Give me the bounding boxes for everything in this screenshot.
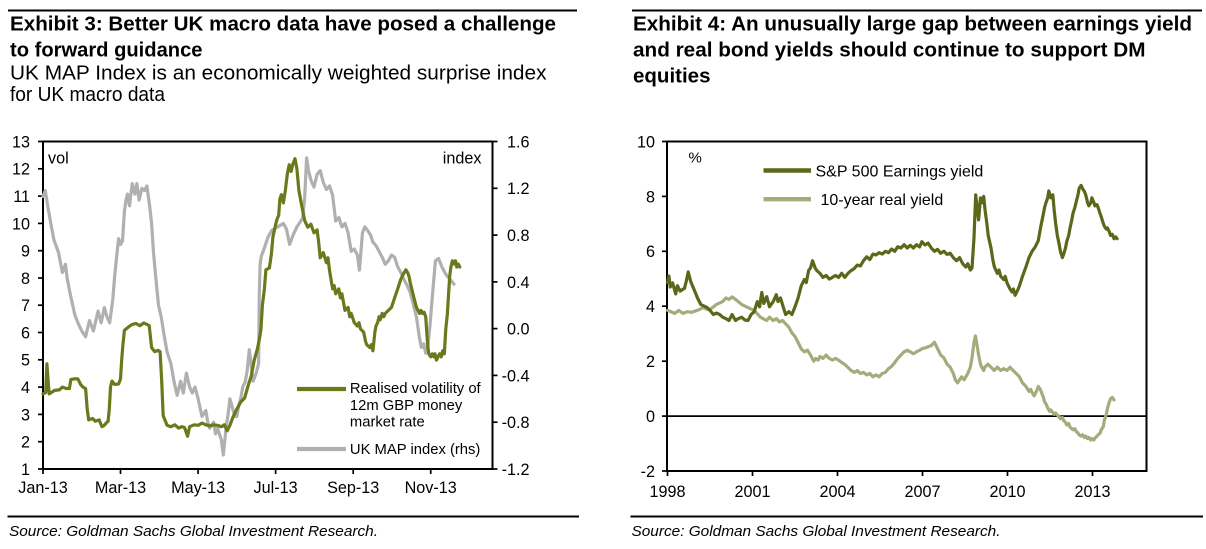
svg-text:2: 2 [21,434,30,452]
svg-text:UK MAP index (rhs): UK MAP index (rhs) [350,442,481,458]
svg-text:2007: 2007 [904,483,940,501]
svg-text:index: index [443,150,482,168]
svg-text:7: 7 [21,297,30,315]
svg-text:4: 4 [21,379,30,397]
svg-text:12m GBP money: 12m GBP money [350,398,463,414]
svg-text:May-13: May-13 [171,479,225,497]
svg-text:and real bond yields should co: and real bond yields should continue to … [633,40,1146,62]
svg-text:Exhibit 4: An unusually large: Exhibit 4: An unusually large gap betwee… [633,13,1192,35]
svg-text:10: 10 [12,215,30,233]
svg-text:for UK macro data: for UK macro data [10,84,166,106]
svg-text:8: 8 [646,188,655,206]
svg-text:2004: 2004 [819,483,855,501]
svg-text:0.0: 0.0 [507,321,530,339]
svg-text:8: 8 [21,270,30,288]
svg-text:UK MAP Index is an economicall: UK MAP Index is an economically weighted… [10,63,547,85]
svg-text:5: 5 [21,352,30,370]
svg-text:Sep-13: Sep-13 [327,479,379,497]
svg-text:-0.8: -0.8 [502,414,530,432]
svg-text:vol: vol [48,150,69,168]
svg-text:equities: equities [633,65,711,87]
svg-text:6: 6 [21,324,30,342]
svg-text:%: % [689,150,702,167]
svg-text:Nov-13: Nov-13 [405,479,457,497]
svg-text:11: 11 [13,188,30,206]
svg-text:market rate: market rate [350,414,425,430]
svg-text:Jan-13: Jan-13 [18,479,68,497]
svg-text:0: 0 [646,408,655,426]
svg-text:1: 1 [21,461,30,479]
svg-text:10-year real yield: 10-year real yield [821,192,944,209]
svg-text:2010: 2010 [989,483,1025,501]
svg-text:Source: Goldman Sachs Global I: Source: Goldman Sachs Global Investment … [632,524,1001,540]
svg-text:2013: 2013 [1074,483,1110,501]
svg-text:13: 13 [12,133,30,151]
svg-text:2: 2 [646,353,655,371]
svg-text:9: 9 [21,243,30,261]
svg-text:Source: Goldman Sachs Global I: Source: Goldman Sachs Global Investment … [9,524,378,540]
svg-text:1.2: 1.2 [507,180,530,198]
svg-text:Mar-13: Mar-13 [95,479,146,497]
svg-text:10: 10 [637,133,655,151]
svg-text:1998: 1998 [649,483,685,501]
svg-text:-2: -2 [641,463,655,481]
svg-text:0.8: 0.8 [507,227,530,245]
svg-text:1.6: 1.6 [507,133,530,151]
svg-text:Jul-13: Jul-13 [254,479,298,497]
svg-text:-1.2: -1.2 [502,461,530,479]
svg-text:3: 3 [21,406,30,424]
svg-text:Exhibit 3: Better UK macro dat: Exhibit 3: Better UK macro data have pos… [10,13,556,35]
svg-text:-0.4: -0.4 [502,367,530,385]
svg-text:12: 12 [12,161,30,179]
svg-text:4: 4 [646,298,655,316]
svg-text:6: 6 [646,243,655,261]
svg-text:2001: 2001 [734,483,770,501]
svg-text:to forward guidance: to forward guidance [10,40,203,62]
svg-text:0.4: 0.4 [507,274,530,292]
svg-text:Realised volatility of: Realised volatility of [350,381,482,397]
svg-text:S&P 500 Earnings yield: S&P 500 Earnings yield [816,164,984,181]
